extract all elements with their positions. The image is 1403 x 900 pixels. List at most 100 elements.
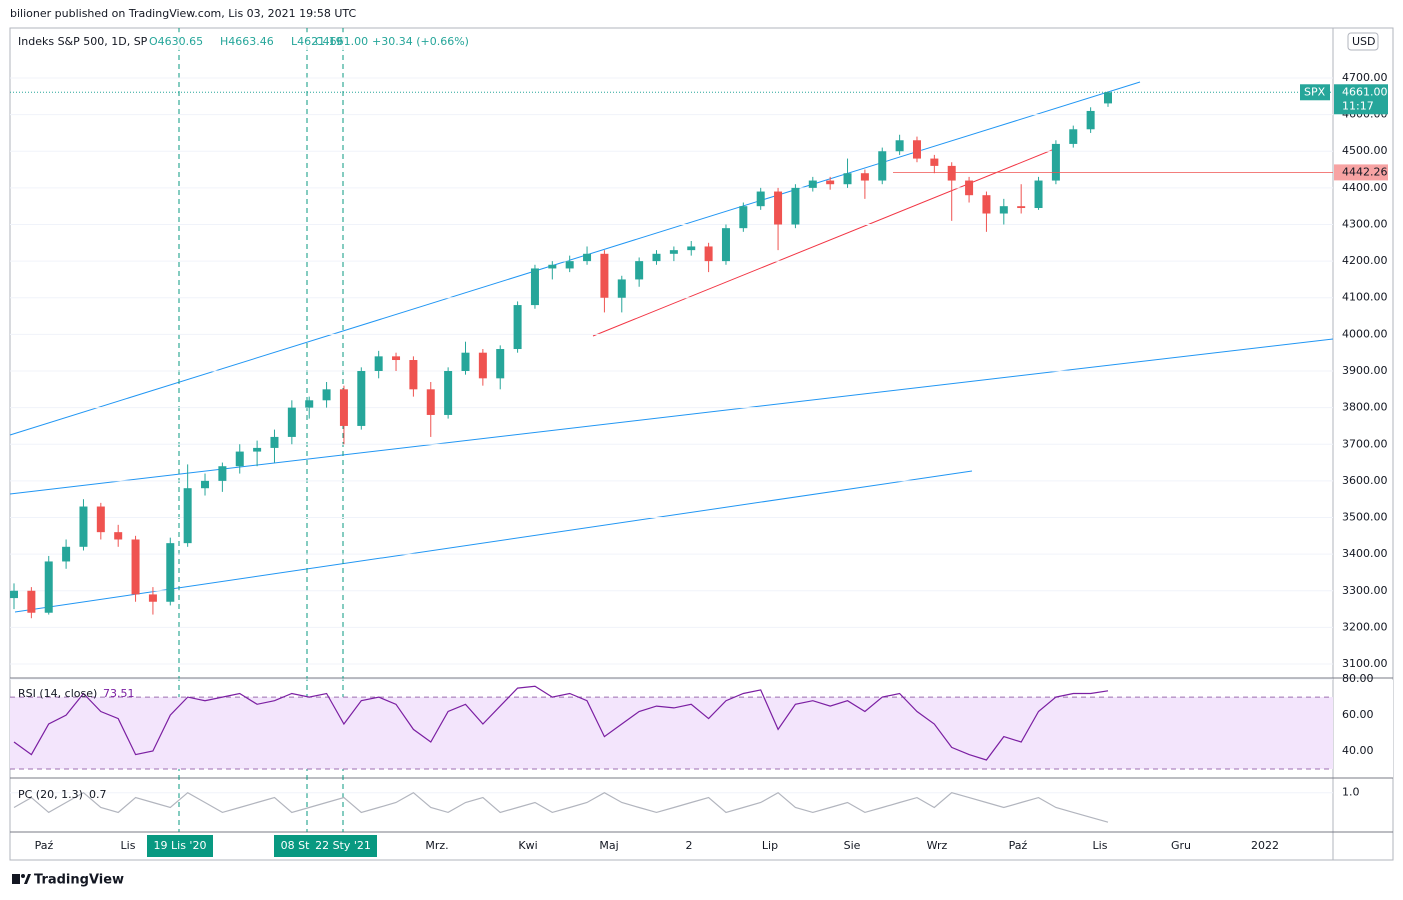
- candle-body: [270, 436, 279, 448]
- candle-body: [148, 594, 157, 602]
- currency-box[interactable]: [1347, 32, 1379, 51]
- currency[interactable]: USD: [1352, 35, 1376, 48]
- candle-body: [1034, 180, 1043, 209]
- symbol-title: Indeks S&P 500, 1D, SP: [18, 35, 148, 48]
- y-tick-label: 3800.00: [1342, 401, 1388, 414]
- candle-body: [339, 389, 348, 426]
- time-label: 2022: [1251, 839, 1279, 852]
- time-label: Lis: [121, 839, 136, 852]
- candle-body: [965, 180, 974, 196]
- logo-part: [12, 874, 20, 884]
- y-tick-label: 1.0: [1342, 786, 1360, 799]
- ohlc-change: +30.34 (+0.66%): [372, 35, 469, 48]
- candles: [10, 91, 1112, 619]
- trend-line: [9, 81, 1141, 436]
- candle-body: [912, 140, 921, 159]
- trend-line: [9, 338, 1334, 495]
- y-tick-label: 80.00: [1342, 672, 1374, 685]
- time-label: 19 Lis '20: [154, 839, 207, 852]
- candle-body: [374, 356, 383, 372]
- symbol-label: SPX: [1304, 85, 1326, 98]
- ohlc-close: C4661.00: [315, 35, 368, 48]
- time-label: Kwi: [518, 839, 537, 852]
- time-label: Paź: [1009, 839, 1028, 852]
- y-tick-label: 3400.00: [1342, 547, 1388, 560]
- candle-body: [287, 407, 296, 437]
- candle-body: [635, 261, 644, 280]
- candle-body: [565, 261, 574, 269]
- band-fill: [10, 697, 1333, 770]
- y-tick-label: 40.00: [1342, 744, 1374, 757]
- candle-body: [461, 352, 470, 372]
- price-axis-bg: [1333, 680, 1393, 778]
- rsi-title: RSI (14, close): [18, 687, 97, 700]
- candle-body: [10, 590, 18, 599]
- candle-body: [322, 389, 331, 401]
- candle-body: [687, 246, 696, 251]
- brand-name: TradingView: [34, 873, 124, 888]
- candle-body: [478, 352, 487, 379]
- time-label: Lis: [1093, 839, 1108, 852]
- candle-body: [843, 173, 852, 185]
- pc-value: 0.7: [89, 788, 107, 801]
- candle-body: [253, 447, 262, 452]
- candle-body: [704, 246, 713, 262]
- time-label: Wrz: [927, 839, 948, 852]
- candle-body: [218, 466, 227, 481]
- candle-body: [774, 191, 783, 225]
- candle-body: [496, 349, 505, 379]
- alert-label: 4442.26: [1342, 165, 1388, 178]
- candle-body: [201, 480, 210, 489]
- pc-title: PC (20, 1.3): [18, 788, 83, 801]
- time-label: Mrz.: [425, 839, 448, 852]
- candle-body: [791, 187, 800, 225]
- trend-line: [14, 470, 973, 613]
- candle-body: [409, 360, 418, 390]
- time-label: Sie: [844, 839, 861, 852]
- legend-bg: [14, 32, 464, 50]
- logo-part: [24, 874, 31, 884]
- candle-body: [860, 173, 869, 181]
- candle-body: [895, 140, 904, 152]
- time-label: 22 Sty '21: [315, 839, 371, 852]
- candle-body: [27, 590, 36, 613]
- candle-body: [530, 268, 539, 306]
- candle-body: [652, 253, 661, 262]
- candle-body: [235, 451, 244, 467]
- time-label: Gru: [1171, 839, 1191, 852]
- ohlc-high: H4663.46: [220, 35, 274, 48]
- candle-body: [513, 305, 522, 350]
- time-badge: [147, 835, 213, 857]
- ohlc-open: O4630.65: [149, 35, 203, 48]
- candle-body: [357, 371, 366, 426]
- candle-body: [600, 253, 609, 298]
- y-tick-label: 4400.00: [1342, 181, 1388, 194]
- candle-body: [1051, 143, 1060, 181]
- y-tick-label: 60.00: [1342, 708, 1374, 721]
- candle-body: [131, 539, 140, 595]
- candle-body: [62, 546, 71, 562]
- candle-body: [392, 356, 401, 361]
- y-tick-label: 3700.00: [1342, 437, 1388, 450]
- time-label: Maj: [599, 839, 618, 852]
- time-label: 2: [686, 839, 693, 852]
- candle-body: [617, 279, 626, 298]
- time-badge: [274, 835, 377, 857]
- candle-body: [930, 158, 939, 166]
- indicator-line: [13, 685, 1109, 761]
- price-badge: [1334, 84, 1388, 115]
- y-tick-label: 3100.00: [1342, 657, 1388, 670]
- time-label: Paź: [35, 839, 54, 852]
- time-label: 08 St: [281, 839, 310, 852]
- candle-body: [808, 180, 817, 188]
- candle-body: [982, 195, 991, 214]
- symbol-badge: [1300, 84, 1330, 101]
- candle-body: [548, 264, 557, 269]
- candle-body: [669, 250, 678, 254]
- last-price-label: 4661.00: [1342, 85, 1388, 98]
- y-tick-label: 3300.00: [1342, 584, 1388, 597]
- candle-body: [756, 191, 765, 207]
- candle-body: [426, 389, 435, 415]
- time-label: Lip: [762, 839, 778, 852]
